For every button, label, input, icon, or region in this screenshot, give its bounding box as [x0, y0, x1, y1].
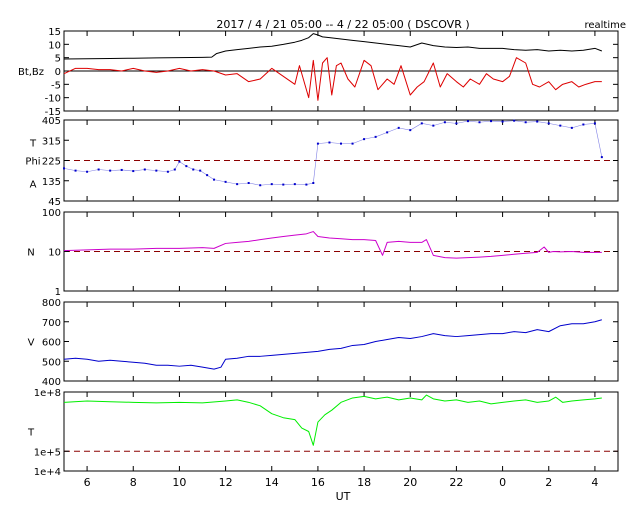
y-tick-label: 135 — [42, 177, 61, 188]
y-axis-label: T — [27, 428, 35, 439]
panel-frame — [63, 301, 619, 382]
y-tick-label: 15 — [48, 27, 61, 38]
y-tick-label: 700 — [42, 318, 61, 329]
y-tick-label: 100 — [42, 208, 61, 219]
series-bz-line — [63, 57, 602, 101]
y-tick-label: 405 — [42, 116, 61, 127]
panel-frame — [63, 391, 619, 472]
series-phi — [63, 119, 603, 187]
y-axis-label: Phi — [25, 157, 40, 168]
y-axis-label: T — [29, 139, 37, 150]
y-tick-label: 1e+4 — [34, 467, 61, 478]
series-n-line — [63, 231, 602, 259]
x-tick-label: 16 — [311, 476, 325, 489]
y-axis-label: Bt,Bz — [18, 67, 44, 78]
series-t-line — [63, 394, 602, 446]
y-tick-label: 600 — [42, 338, 61, 349]
x-tick-label: 6 — [84, 476, 91, 489]
x-tick-label: 20 — [403, 476, 417, 489]
x-tick-label: 12 — [219, 476, 233, 489]
x-tick-label: 22 — [449, 476, 463, 489]
y-tick-label: 10 — [48, 40, 61, 51]
y-axis-label: A — [30, 180, 37, 191]
x-axis: 6 8 10 12 14 16 18 20 22 0 2 4 — [84, 476, 599, 489]
panel-density: 100 10 1 N — [27, 208, 619, 298]
panel-temperature: 1e+8 1e+5 1e+4 T — [27, 388, 619, 478]
y-tick-label: 0 — [55, 67, 61, 78]
y-tick-label: 1e+8 — [34, 388, 61, 399]
y-tick-label: 315 — [42, 136, 61, 147]
realtime-label: realtime — [584, 20, 626, 31]
y-tick-label: 5 — [55, 54, 61, 65]
y-tick-label: -15 — [45, 107, 61, 118]
x-tick-label: 18 — [357, 476, 371, 489]
series-trace — [63, 120, 603, 186]
y-tick-label: 800 — [42, 298, 61, 309]
y-tick-label: 400 — [42, 377, 61, 388]
panel-solar-wind-angles: 405 315 225 135 45 T Phi A — [25, 116, 619, 208]
x-tick-label: 2 — [545, 476, 552, 489]
panel-magnetic-field: 15 10 5 0 -5 -10 -15 Bt,Bz — [18, 27, 619, 118]
panel-velocity: 800 700 600 500 400 V — [28, 298, 619, 388]
y-axis-label: V — [28, 338, 35, 349]
y-tick-label: 45 — [48, 197, 61, 208]
x-tick-label: 14 — [265, 476, 279, 489]
y-tick-label: -5 — [51, 80, 61, 91]
y-tick-label: -10 — [45, 94, 61, 105]
y-tick-label: 10 — [48, 248, 61, 259]
y-tick-label: 225 — [42, 157, 61, 168]
x-tick-label: 10 — [172, 476, 186, 489]
y-tick-label: 500 — [42, 357, 61, 368]
plot-title: 2017 / 4 / 21 05:00 -- 4 / 22 05:00 ( DS… — [216, 18, 469, 31]
x-tick-label: 8 — [130, 476, 137, 489]
y-axis-label: N — [27, 248, 34, 259]
series-bt-line — [63, 33, 603, 60]
y-tick-label: 1e+5 — [34, 447, 61, 458]
x-tick-label: 0 — [499, 476, 506, 489]
y-tick-label: 1 — [55, 287, 61, 298]
x-axis-label: UT — [336, 490, 351, 503]
x-tick-label: 4 — [591, 476, 598, 489]
series-v-line — [63, 319, 602, 370]
panels: 15 10 5 0 -5 -10 -15 Bt,Bz 405 315 225 135 45 T Phi A 10… — [18, 27, 619, 478]
